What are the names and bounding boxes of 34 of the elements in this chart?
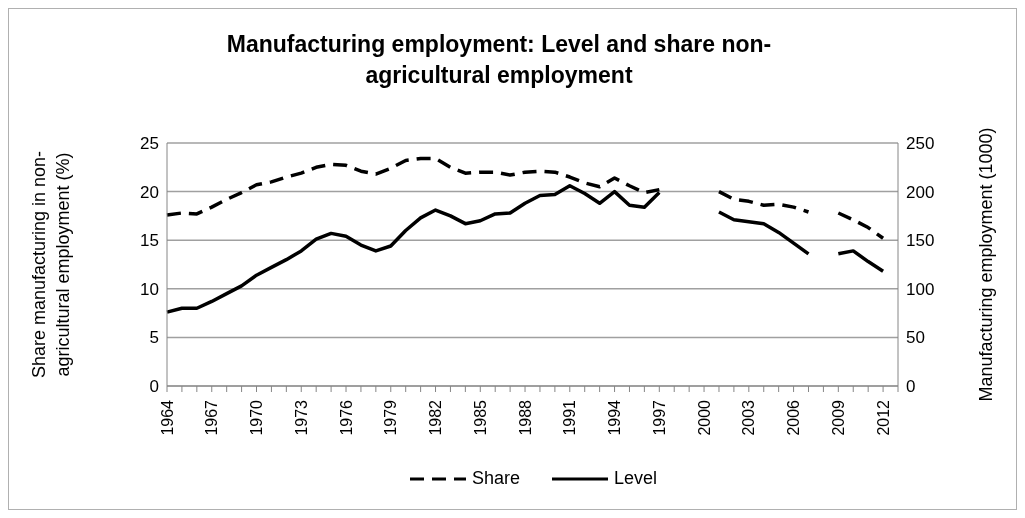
x-tick-label: 2000 [695,399,713,436]
x-tick-label: 2009 [829,399,847,436]
y2-tick-label: 100 [906,279,935,299]
x-tick-label: 1997 [650,399,668,436]
chart-title: Manufacturing employment: Level and share non-agricultural employment [225,30,773,90]
y2-tick-label: 50 [906,328,925,348]
legend-label: Share [471,468,520,489]
x-tick-label: 2006 [785,399,803,436]
x-tick-label: 1982 [427,399,445,436]
x-tick-label: 1976 [337,399,355,436]
y-tick-label: 5 [149,328,159,348]
x-tick-label: 2012 [874,399,892,436]
y-tick-label: 15 [140,231,159,251]
x-tick-label: 2003 [740,399,758,436]
x-tick-label: 1994 [606,399,624,436]
y-tick-label: 25 [140,134,159,154]
y-tick-label: 20 [140,182,159,202]
x-tick-label: 1979 [382,399,400,436]
x-tick-label: 1985 [471,399,489,436]
y2-tick-label: 150 [906,231,935,251]
y-tick-label: 10 [140,279,159,299]
y2-tick-label: 200 [906,182,935,202]
x-tick-label: 1970 [248,399,266,436]
x-tick-label: 1964 [158,399,176,436]
y-tick-label: 0 [149,377,159,397]
y2-axis-title: Manufacturing employment (1000) [976,127,996,402]
x-tick-label: 1988 [516,399,534,436]
x-tick-label: 1973 [292,399,310,436]
y2-tick-label: 250 [906,134,935,154]
y-axis-title: Share manufacturing in non-agricultural employment (%) [29,150,73,379]
y2-tick-label: 0 [906,377,916,397]
x-tick-label: 1991 [561,399,579,436]
legend-label: Level [614,468,658,489]
x-tick-label: 1967 [203,399,221,436]
